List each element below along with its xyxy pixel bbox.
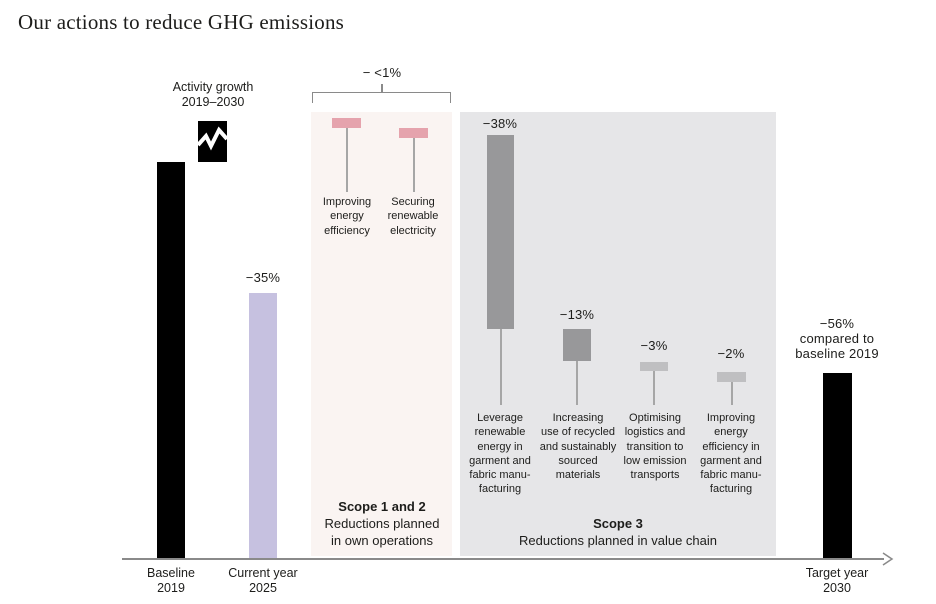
target-2030-bar xyxy=(823,373,852,558)
baseline-2019-bar xyxy=(157,162,185,558)
garment-energy-efficiency-label: Improving energy efficiency in garment a… xyxy=(700,412,762,496)
baseline-axis-label: Baseline 2019 xyxy=(147,566,195,595)
scope-1-2-title: Scope 1 and 2 xyxy=(338,499,426,514)
scope-1-2-footer: Scope 1 and 2 Reductions planned in own … xyxy=(296,499,468,550)
scope-1-2-bracket-value: − <1% xyxy=(362,65,402,80)
bracket-tick xyxy=(381,84,383,92)
scope-3-title: Scope 3 xyxy=(593,516,643,531)
leverage-renewable-energy-stem xyxy=(500,329,502,405)
current-year-value: −35% xyxy=(245,270,281,285)
scope-1-2-subtitle: Reductions planned in own operations xyxy=(324,515,440,548)
leverage-renewable-energy-label: Leverage renewable energy in garment and… xyxy=(469,412,531,496)
securing-renewable-electricity-stem xyxy=(413,138,415,192)
scope-1-2-panel xyxy=(311,112,452,556)
recycled-materials-label: Increasing use of recycled and sustainab… xyxy=(539,412,617,482)
activity-growth-label: Activity growth 2019–2030 xyxy=(172,80,254,109)
recycled-materials-bar xyxy=(563,329,591,361)
improving-energy-efficiency-bar xyxy=(332,118,361,128)
x-axis-line xyxy=(122,558,884,560)
scope3-bar1-value: −38% xyxy=(482,116,518,131)
securing-renewable-electricity-bar xyxy=(399,128,428,138)
current-year-2025-bar xyxy=(249,293,277,558)
recycled-materials-stem xyxy=(576,361,578,405)
axis-arrow-icon xyxy=(882,552,894,566)
scope-3-footer: Scope 3 Reductions planned in value chai… xyxy=(468,516,768,550)
improving-energy-efficiency-label: Improving energy efficiency xyxy=(322,196,372,237)
page-title: Our actions to reduce GHG emissions xyxy=(18,10,345,34)
zigzag-chart-icon xyxy=(198,121,227,162)
garment-energy-efficiency-stem xyxy=(731,382,733,405)
scope-1-2-bracket xyxy=(312,92,451,103)
current-year-axis-label: Current year 2025 xyxy=(228,566,298,595)
target-value: −56% compared to baseline 2019 xyxy=(795,316,879,361)
scope-3-subtitle: Reductions planned in value chain xyxy=(518,532,718,548)
improving-energy-efficiency-stem xyxy=(346,128,348,192)
logistics-bar xyxy=(640,362,668,371)
scope3-bar3-value: −3% xyxy=(640,338,668,353)
scope3-bar2-value: −13% xyxy=(559,307,595,322)
logistics-label: Optimising logistics and transition to l… xyxy=(623,412,687,482)
logistics-stem xyxy=(653,371,655,405)
garment-energy-efficiency-bar xyxy=(717,372,746,382)
scope3-bar4-value: −2% xyxy=(717,346,745,361)
securing-renewable-electricity-label: Securing renewable electricity xyxy=(387,196,439,237)
leverage-renewable-energy-bar xyxy=(487,135,514,329)
target-year-axis-label: Target year 2030 xyxy=(805,566,869,595)
